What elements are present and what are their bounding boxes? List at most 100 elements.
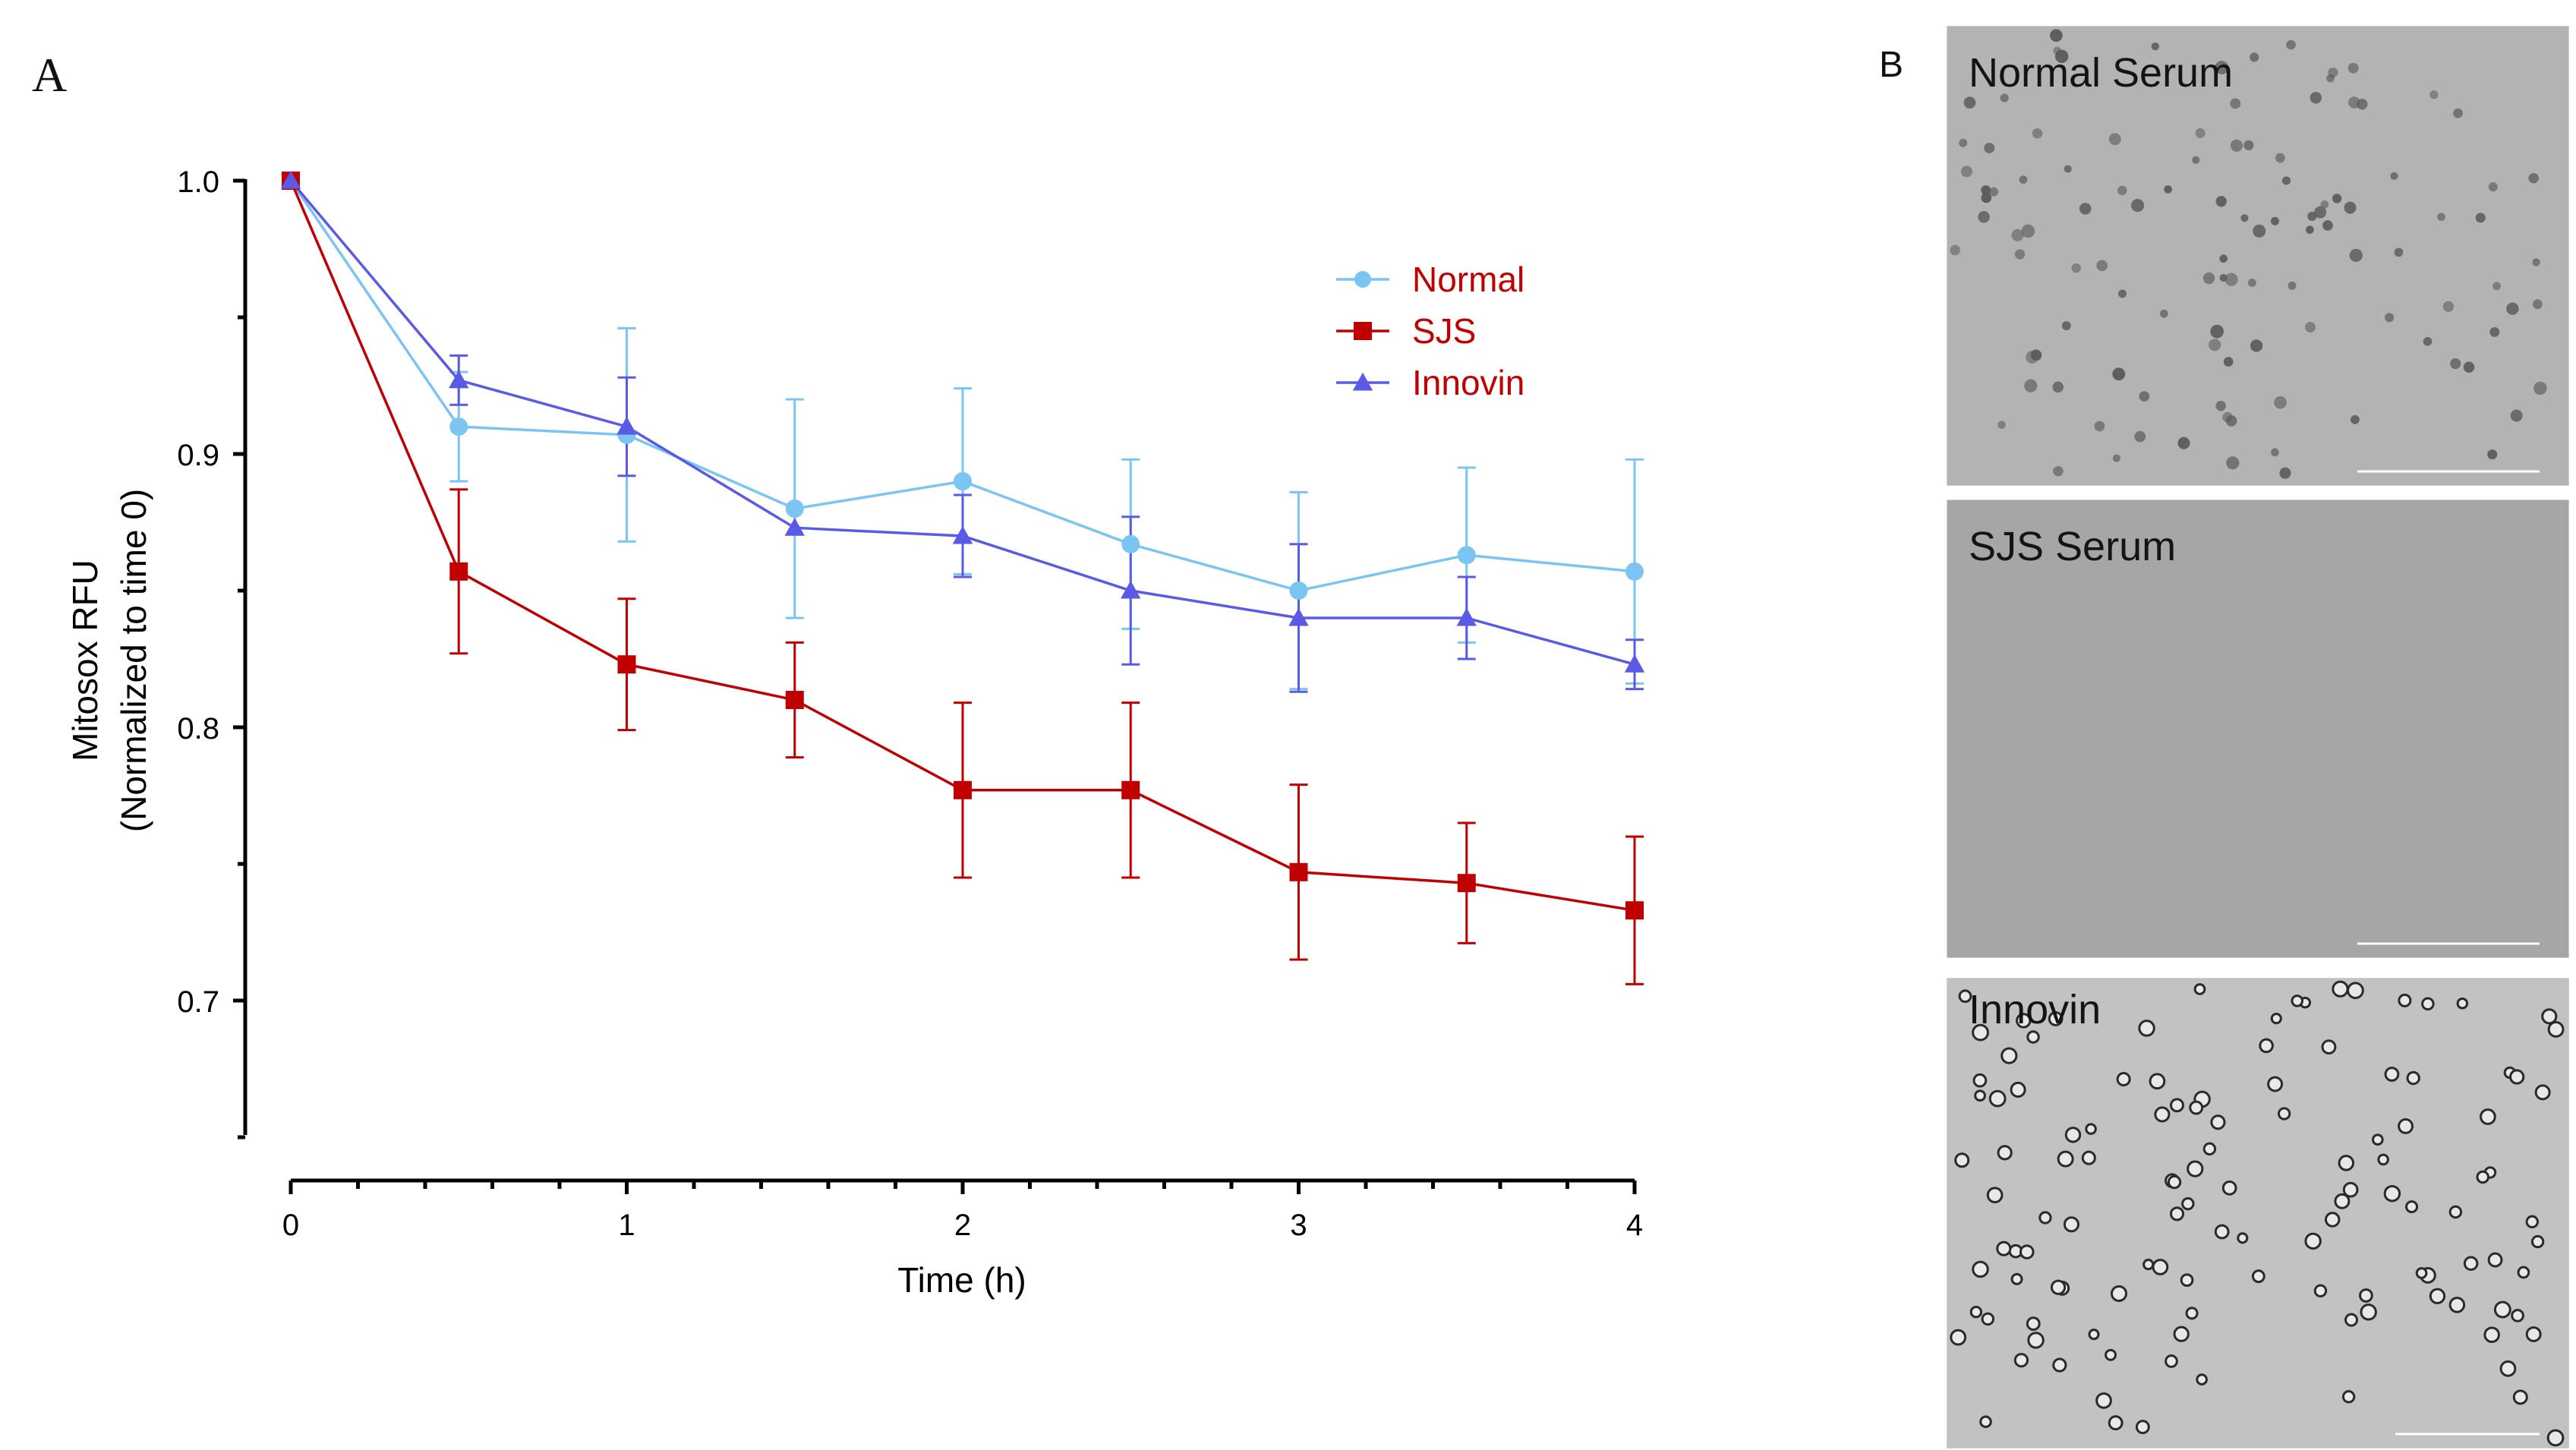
cell bbox=[2510, 409, 2523, 422]
cell bbox=[2026, 1030, 2040, 1044]
line-chart: 0.7 0.8 0.9 1.0 0 1 2 3 4 Time (h) Mitosox RFU (… bbox=[65, 165, 1645, 1300]
point-sjs bbox=[1121, 780, 1140, 799]
cell bbox=[2448, 1297, 2466, 1313]
cell bbox=[2344, 201, 2357, 214]
cell bbox=[2215, 400, 2226, 411]
cell bbox=[2274, 396, 2287, 409]
cell bbox=[2383, 1185, 2401, 1203]
cell bbox=[2332, 194, 2342, 203]
legend: Normal SJS Innovin bbox=[1336, 260, 1524, 402]
point-innovin bbox=[1624, 654, 1645, 673]
cell bbox=[2167, 1174, 2182, 1190]
cell bbox=[2079, 203, 2092, 215]
cell bbox=[2488, 182, 2498, 192]
cell bbox=[2348, 96, 2360, 109]
cell bbox=[2139, 391, 2150, 402]
cell bbox=[2310, 92, 2322, 104]
cell bbox=[2138, 1020, 2155, 1037]
cell bbox=[2116, 1072, 2131, 1087]
cell bbox=[2180, 1273, 2194, 1288]
micrograph-sjs-serum: SJS Serum bbox=[1947, 500, 2569, 958]
cell bbox=[2321, 1039, 2337, 1055]
cell bbox=[2215, 196, 2227, 207]
cell bbox=[2288, 281, 2297, 290]
cell bbox=[2240, 214, 2249, 222]
cell bbox=[2448, 1205, 2463, 1219]
cell bbox=[1950, 244, 1960, 256]
cell bbox=[2492, 282, 2501, 291]
micrograph-normal-image bbox=[1950, 29, 2547, 479]
cell bbox=[1960, 165, 1972, 178]
cell bbox=[2149, 1073, 2166, 1090]
cell bbox=[1997, 421, 2006, 429]
cell bbox=[2525, 1326, 2542, 1342]
cell bbox=[2112, 367, 2126, 381]
cell bbox=[2159, 309, 2168, 318]
cell bbox=[2105, 1348, 2117, 1361]
cell bbox=[2112, 454, 2120, 462]
cell bbox=[1974, 1089, 1986, 1102]
point-normal bbox=[1121, 534, 1140, 553]
cell bbox=[2279, 467, 2291, 479]
cell bbox=[2173, 1325, 2190, 1342]
cell bbox=[2390, 172, 2398, 180]
cell bbox=[2251, 1269, 2265, 1284]
cell bbox=[2384, 1067, 2400, 1082]
y-tick-label: 1.0 bbox=[177, 165, 219, 199]
cell bbox=[2222, 411, 2233, 423]
cell bbox=[2533, 299, 2543, 310]
cell bbox=[2185, 1307, 2199, 1320]
cell bbox=[2528, 173, 2539, 184]
cell bbox=[2057, 1150, 2074, 1168]
cell bbox=[2064, 1127, 2082, 1143]
cell bbox=[1958, 989, 1972, 1004]
cell bbox=[2219, 273, 2228, 282]
cell bbox=[2347, 982, 2364, 1000]
cell bbox=[2177, 437, 2190, 449]
x-tick-label: 1 bbox=[618, 1209, 635, 1242]
legend-marker-innovin bbox=[1352, 372, 1373, 391]
cell bbox=[2320, 200, 2329, 209]
cell bbox=[2546, 1429, 2565, 1447]
cell bbox=[2048, 1011, 2064, 1026]
y-axis-title: Mitosox RFU bbox=[65, 560, 105, 761]
micrograph-title: SJS Serum bbox=[1969, 524, 2177, 569]
cell bbox=[2202, 272, 2215, 285]
cell bbox=[2221, 1180, 2237, 1196]
point-sjs bbox=[449, 562, 468, 581]
point-innovin bbox=[1288, 607, 1309, 626]
cell bbox=[1972, 1260, 1989, 1278]
legend-marker-sjs bbox=[1354, 322, 1372, 340]
point-innovin bbox=[1121, 580, 1141, 599]
cell bbox=[2210, 1114, 2226, 1130]
cell bbox=[2463, 361, 2475, 373]
cell bbox=[2341, 1390, 2356, 1404]
point-innovin bbox=[952, 525, 973, 544]
cell bbox=[2196, 1373, 2208, 1385]
cell bbox=[1979, 1415, 1992, 1429]
cell bbox=[2304, 1232, 2322, 1250]
micrograph-innovin: Innovin bbox=[1947, 978, 2569, 1448]
cell bbox=[2372, 1133, 2384, 1146]
cell bbox=[2359, 1288, 2373, 1303]
point-normal bbox=[1625, 562, 1644, 581]
cell bbox=[2214, 1224, 2230, 1240]
cell bbox=[2096, 260, 2108, 272]
cell bbox=[2332, 980, 2349, 998]
cell bbox=[2192, 156, 2200, 164]
x-tick-label: 3 bbox=[1290, 1209, 1307, 1242]
cell bbox=[2349, 248, 2363, 262]
cell bbox=[2277, 1107, 2291, 1121]
x-axis-title: Time (h) bbox=[897, 1260, 1026, 1300]
cell bbox=[2506, 302, 2519, 315]
cell bbox=[2291, 995, 2304, 1007]
cell bbox=[2385, 313, 2395, 323]
cell bbox=[2000, 93, 2009, 102]
cell bbox=[2313, 1284, 2328, 1298]
cell bbox=[1981, 185, 1991, 195]
cell bbox=[2429, 90, 2439, 99]
cell bbox=[2281, 176, 2291, 185]
cell bbox=[2085, 1123, 2097, 1135]
cell bbox=[2224, 273, 2238, 286]
cell bbox=[2334, 1193, 2351, 1209]
